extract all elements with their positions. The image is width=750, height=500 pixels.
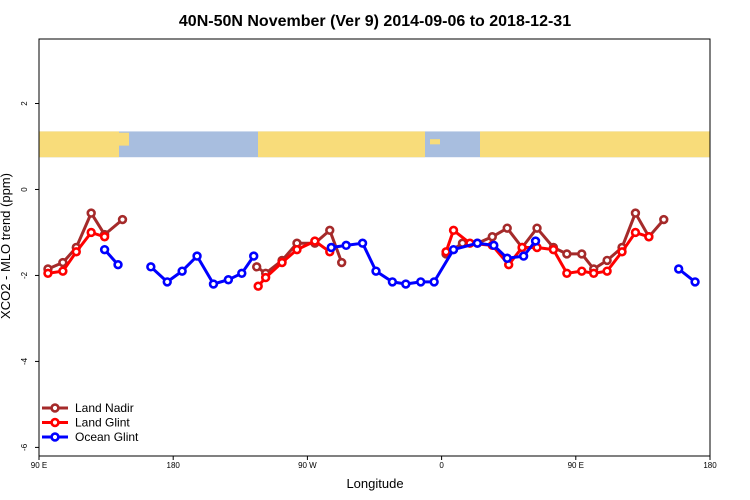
data-point <box>341 240 351 251</box>
y-axis-label: XCO2 - MLO trend (ppm) <box>0 173 13 319</box>
plot-area <box>38 38 711 457</box>
series-layer <box>43 208 700 291</box>
data-point <box>99 244 110 255</box>
y-tick-label: -4 <box>20 357 29 365</box>
data-point <box>532 223 542 233</box>
x-tick-label: 180 <box>167 461 181 470</box>
map-land <box>39 131 119 158</box>
data-point <box>192 251 202 261</box>
data-point <box>71 247 81 257</box>
map-land <box>430 139 440 145</box>
data-point <box>237 268 247 278</box>
data-point <box>577 266 587 276</box>
data-point <box>43 268 53 278</box>
data-point <box>502 253 512 263</box>
data-point <box>548 244 559 255</box>
series-ocean-glint <box>99 236 700 289</box>
legend-label: Land Nadir <box>75 401 134 415</box>
data-point <box>336 257 347 268</box>
data-point <box>644 232 654 242</box>
series-line <box>445 211 665 271</box>
data-point <box>249 251 259 261</box>
y-tick-label: -6 <box>20 443 29 451</box>
data-point <box>162 277 172 287</box>
series-land-glint <box>43 225 654 291</box>
data-point <box>223 275 234 285</box>
data-point <box>113 259 123 270</box>
data-point <box>416 277 426 287</box>
data-point <box>146 262 156 272</box>
data-point <box>117 214 128 225</box>
data-point <box>357 238 368 248</box>
data-point <box>517 242 527 253</box>
data-point <box>253 281 263 291</box>
data-point <box>562 268 572 278</box>
data-point <box>617 247 627 257</box>
x-axis-label: Longitude <box>346 476 403 491</box>
data-point <box>325 225 335 236</box>
data-point <box>292 244 302 255</box>
data-point <box>99 232 110 242</box>
y-tick-label: 2 <box>20 101 29 106</box>
data-point <box>58 266 68 276</box>
data-point <box>58 257 68 268</box>
data-point <box>86 227 96 238</box>
data-point <box>659 214 669 225</box>
legend-label: Ocean Glint <box>75 430 139 444</box>
data-point <box>401 279 411 289</box>
x-tick-label: 90 W <box>298 461 317 470</box>
data-point <box>86 208 96 218</box>
y-tick-label: 0 <box>20 187 29 192</box>
data-point <box>502 223 512 233</box>
data-point <box>577 249 587 259</box>
data-point <box>518 251 529 261</box>
x-tick-label: 180 <box>703 461 717 470</box>
data-point <box>673 264 684 274</box>
data-point <box>371 266 381 276</box>
data-point <box>441 247 451 257</box>
data-point <box>260 272 271 283</box>
legend-marker <box>50 432 60 442</box>
x-tick-label: 90 E <box>568 461 584 470</box>
y-axis: 2 0 -2 -4 -6 <box>20 101 39 451</box>
data-point <box>448 225 459 236</box>
data-point <box>472 238 483 248</box>
data-point <box>252 262 262 272</box>
chart-title: 40N-50N November (Ver 9) 2014-09-06 to 2… <box>179 13 571 30</box>
x-tick-label: 90 E <box>31 461 47 470</box>
world-map-strip <box>39 131 710 158</box>
data-point <box>326 242 336 253</box>
data-point <box>177 266 187 276</box>
data-point <box>429 277 439 287</box>
legend-marker <box>50 403 60 413</box>
data-point <box>489 240 499 251</box>
data-point <box>208 279 219 289</box>
data-point <box>630 208 641 218</box>
data-point <box>588 268 599 278</box>
x-tick-label: 0 <box>439 461 444 470</box>
data-point <box>387 277 398 287</box>
legend-marker <box>50 417 60 428</box>
map-land <box>119 132 129 146</box>
data-point <box>448 244 459 255</box>
data-point <box>630 227 641 238</box>
data-point <box>602 266 612 276</box>
data-point <box>487 232 497 242</box>
data-point <box>530 236 541 246</box>
data-point <box>690 277 700 287</box>
data-point <box>562 249 572 259</box>
map-land <box>258 131 425 158</box>
data-point <box>602 255 612 266</box>
map-land <box>480 131 710 158</box>
data-point <box>310 236 320 246</box>
y-tick-label: -2 <box>20 271 29 279</box>
data-point <box>277 257 287 268</box>
legend-label: Land Glint <box>75 416 130 430</box>
plot-frame <box>38 38 711 457</box>
x-axis: 90 E 180 90 W 0 90 E 180 <box>31 456 717 470</box>
